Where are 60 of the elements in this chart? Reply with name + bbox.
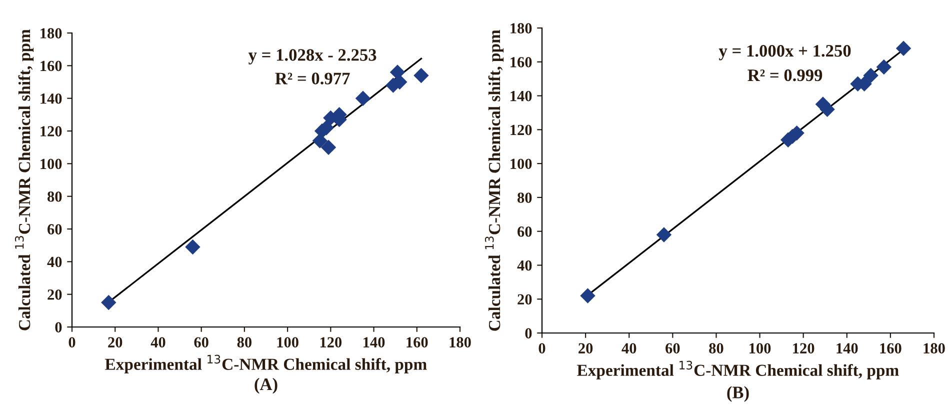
point bbox=[101, 294, 116, 310]
text: (A) bbox=[254, 378, 278, 394]
point bbox=[414, 68, 429, 84]
y-tick-label: 60 bbox=[48, 224, 62, 234]
y-tick-label: 40 bbox=[517, 260, 532, 271]
x-tick-label: 40 bbox=[622, 343, 636, 354]
point bbox=[580, 288, 596, 304]
y-tick-label: 0 bbox=[525, 328, 532, 338]
x-tick-label: 140 bbox=[364, 337, 385, 348]
y-axis-title: Calculated $^{13}$C-NMR Chemical shift, ppm bbox=[484, 30, 504, 331]
x-tick-label: 60 bbox=[194, 337, 208, 348]
y-tick-label: 60 bbox=[518, 226, 532, 237]
x-tick-label: 60 bbox=[666, 343, 680, 354]
point bbox=[863, 68, 878, 84]
y-tick-label: 180 bbox=[510, 23, 532, 34]
x-tick-label: 80 bbox=[237, 337, 252, 348]
x-tick-label: 0 bbox=[68, 337, 76, 348]
point bbox=[320, 140, 336, 155]
x-axis-title: Experimental $^{13}$C-NMR Chemical shift, ppm bbox=[105, 354, 427, 374]
y-tick-label: 140 bbox=[510, 90, 532, 102]
annotation: y = 1.028x - 2.253 bbox=[248, 49, 376, 64]
y-axis-title: Calculated $^{13}$C-NMR Chemical shift, ppm bbox=[14, 29, 34, 330]
y-tick-label: 120 bbox=[40, 126, 62, 136]
y-tick-label: 0 bbox=[55, 322, 62, 332]
y-tick-label: 40 bbox=[47, 256, 62, 268]
x-tick-label: 140 bbox=[836, 343, 858, 354]
y-tick-label: 20 bbox=[518, 294, 532, 305]
x-tick-label: 80 bbox=[709, 343, 724, 354]
x-tick-label: 40 bbox=[150, 337, 166, 348]
y-tick-label: 100 bbox=[40, 158, 62, 170]
annotation: R² = 0.977 bbox=[275, 72, 350, 84]
y-tick-label: 120 bbox=[510, 124, 532, 136]
x-tick-label: 120 bbox=[320, 337, 342, 348]
y-tick-label: 160 bbox=[510, 57, 532, 68]
y-tick-label: 80 bbox=[518, 192, 532, 203]
x-tick-label: 180 bbox=[450, 337, 471, 348]
x-tick-label: 20 bbox=[108, 337, 122, 348]
x-tick-label: 100 bbox=[277, 337, 298, 348]
x-tick-label: 180 bbox=[924, 343, 945, 354]
y-tick-label: 20 bbox=[48, 289, 62, 300]
x-tick-label: 160 bbox=[406, 337, 428, 348]
text: (B) bbox=[727, 386, 749, 402]
x-tick-label: 20 bbox=[578, 343, 593, 354]
x-tick-label: 120 bbox=[793, 343, 814, 354]
annotation: R² = 0.999 bbox=[748, 69, 822, 82]
point bbox=[185, 239, 200, 255]
x-tick-label: 100 bbox=[750, 343, 771, 354]
y-tick-label: 100 bbox=[510, 158, 532, 170]
x-tick-label: 0 bbox=[538, 343, 546, 354]
point bbox=[656, 227, 672, 242]
y-tick-label: 180 bbox=[40, 28, 62, 38]
y-tick-label: 140 bbox=[40, 93, 62, 104]
annotation: y = 1.000x + 1.250 bbox=[718, 44, 851, 60]
x-axis-title: Experimental $^{13}$C-NMR Chemical shift, ppm bbox=[577, 360, 899, 380]
point bbox=[355, 90, 371, 106]
y-tick-label: 160 bbox=[40, 60, 62, 72]
point bbox=[896, 40, 912, 56]
x-tick-label: 160 bbox=[880, 343, 902, 354]
y-tick-label: 80 bbox=[48, 191, 62, 202]
point bbox=[876, 59, 892, 75]
